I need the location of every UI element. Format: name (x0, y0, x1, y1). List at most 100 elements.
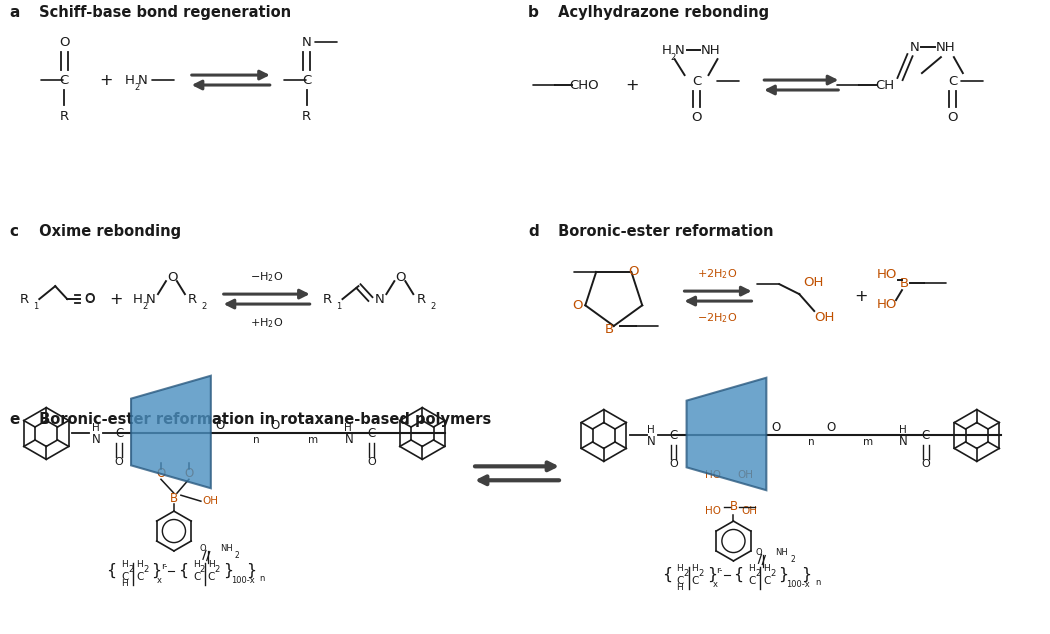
Text: N: N (146, 292, 155, 306)
Text: O: O (84, 292, 94, 304)
Text: 2: 2 (143, 566, 148, 574)
Text: N: N (899, 435, 908, 448)
Text: C: C (749, 576, 756, 586)
Text: CH: CH (876, 79, 895, 91)
Text: HO: HO (877, 268, 898, 281)
Text: H: H (92, 422, 100, 432)
Text: C: C (368, 427, 376, 440)
Text: Boronic-ester reformation: Boronic-ester reformation (553, 224, 774, 240)
Text: N: N (674, 44, 685, 56)
Text: C: C (692, 576, 699, 586)
Text: N: N (344, 433, 353, 446)
Text: $\}$: $\}$ (801, 566, 812, 584)
Text: $\}$: $\}$ (246, 562, 256, 580)
Text: $\}$: $\}$ (707, 566, 717, 584)
Text: C: C (763, 576, 771, 586)
Text: R: R (60, 110, 69, 124)
Text: c: c (9, 224, 18, 240)
Text: C: C (948, 75, 958, 87)
Text: e: e (9, 411, 20, 427)
Text: R: R (188, 292, 197, 306)
Text: H: H (692, 564, 698, 573)
Text: 1: 1 (34, 302, 39, 311)
Text: H: H (676, 564, 684, 573)
Text: C: C (60, 74, 69, 87)
Text: OH: OH (737, 470, 754, 481)
Text: O: O (167, 271, 177, 283)
Text: N: N (910, 41, 920, 54)
Text: HO: HO (877, 297, 898, 311)
Text: 2: 2 (791, 555, 795, 564)
Text: C: C (208, 572, 215, 582)
Text: O: O (271, 419, 280, 432)
Text: R: R (19, 292, 28, 306)
Text: +: + (855, 288, 868, 304)
Text: O: O (200, 545, 207, 553)
Text: O: O (628, 266, 638, 278)
Text: H: H (208, 560, 214, 569)
Text: O: O (922, 460, 930, 469)
Text: B: B (170, 492, 178, 505)
Text: 2: 2 (215, 566, 220, 574)
Text: m: m (308, 436, 318, 446)
Text: r-: r- (161, 562, 167, 571)
Text: x: x (158, 576, 162, 585)
Text: +: + (109, 292, 123, 307)
Text: 2: 2 (698, 569, 704, 578)
Text: $\}$: $\}$ (778, 566, 789, 584)
Text: OH: OH (814, 311, 835, 325)
Text: H: H (344, 422, 352, 432)
Text: $\{$: $\{$ (177, 562, 188, 580)
Text: H: H (125, 74, 135, 87)
Text: Acylhydrazone rebonding: Acylhydrazone rebonding (553, 5, 769, 20)
Text: NH: NH (219, 545, 232, 553)
Text: n: n (253, 436, 259, 446)
Text: C: C (676, 576, 684, 586)
Text: O: O (572, 299, 583, 312)
Text: n: n (815, 578, 821, 587)
Text: n: n (259, 574, 265, 583)
Text: C: C (136, 572, 144, 582)
Text: C: C (121, 572, 128, 582)
Text: CHO: CHO (569, 79, 598, 91)
Text: H: H (662, 44, 672, 56)
Text: C: C (692, 75, 701, 87)
Text: C: C (302, 74, 311, 87)
Text: O: O (947, 112, 958, 124)
Text: O: O (669, 460, 678, 469)
Text: N: N (92, 433, 101, 446)
Text: OH: OH (203, 496, 218, 506)
Text: N: N (138, 74, 148, 87)
Text: $\{$: $\{$ (662, 566, 672, 584)
Text: N: N (375, 292, 384, 306)
Text: O: O (59, 36, 69, 49)
Polygon shape (687, 378, 766, 490)
Text: NH: NH (700, 44, 720, 56)
Text: r-: r- (716, 566, 722, 576)
Text: O: O (184, 467, 193, 480)
Text: 2: 2 (142, 302, 147, 311)
Text: NH: NH (936, 41, 956, 54)
Text: HO: HO (705, 506, 720, 516)
Text: 2: 2 (128, 566, 133, 574)
Text: 2: 2 (771, 569, 776, 578)
Text: O: O (368, 457, 376, 467)
Text: HO: HO (705, 470, 720, 481)
Text: H: H (136, 560, 143, 569)
Text: OH: OH (803, 276, 823, 288)
Text: O: O (755, 548, 762, 557)
Text: 1: 1 (336, 302, 341, 311)
Text: $-$H$_2$O: $-$H$_2$O (250, 270, 284, 284)
Text: O: O (396, 271, 406, 283)
Text: R: R (302, 110, 311, 124)
Text: Boronic-ester reformation in rotaxane-based polymers: Boronic-ester reformation in rotaxane-ba… (35, 411, 491, 427)
Text: H: H (749, 564, 755, 573)
Text: N: N (647, 435, 655, 448)
Text: 2: 2 (200, 566, 205, 574)
Text: R: R (416, 292, 425, 306)
Text: NH: NH (775, 548, 789, 557)
Text: a: a (9, 5, 20, 20)
Text: 2: 2 (671, 53, 676, 61)
Text: O: O (85, 292, 96, 306)
Text: 2: 2 (235, 552, 239, 560)
